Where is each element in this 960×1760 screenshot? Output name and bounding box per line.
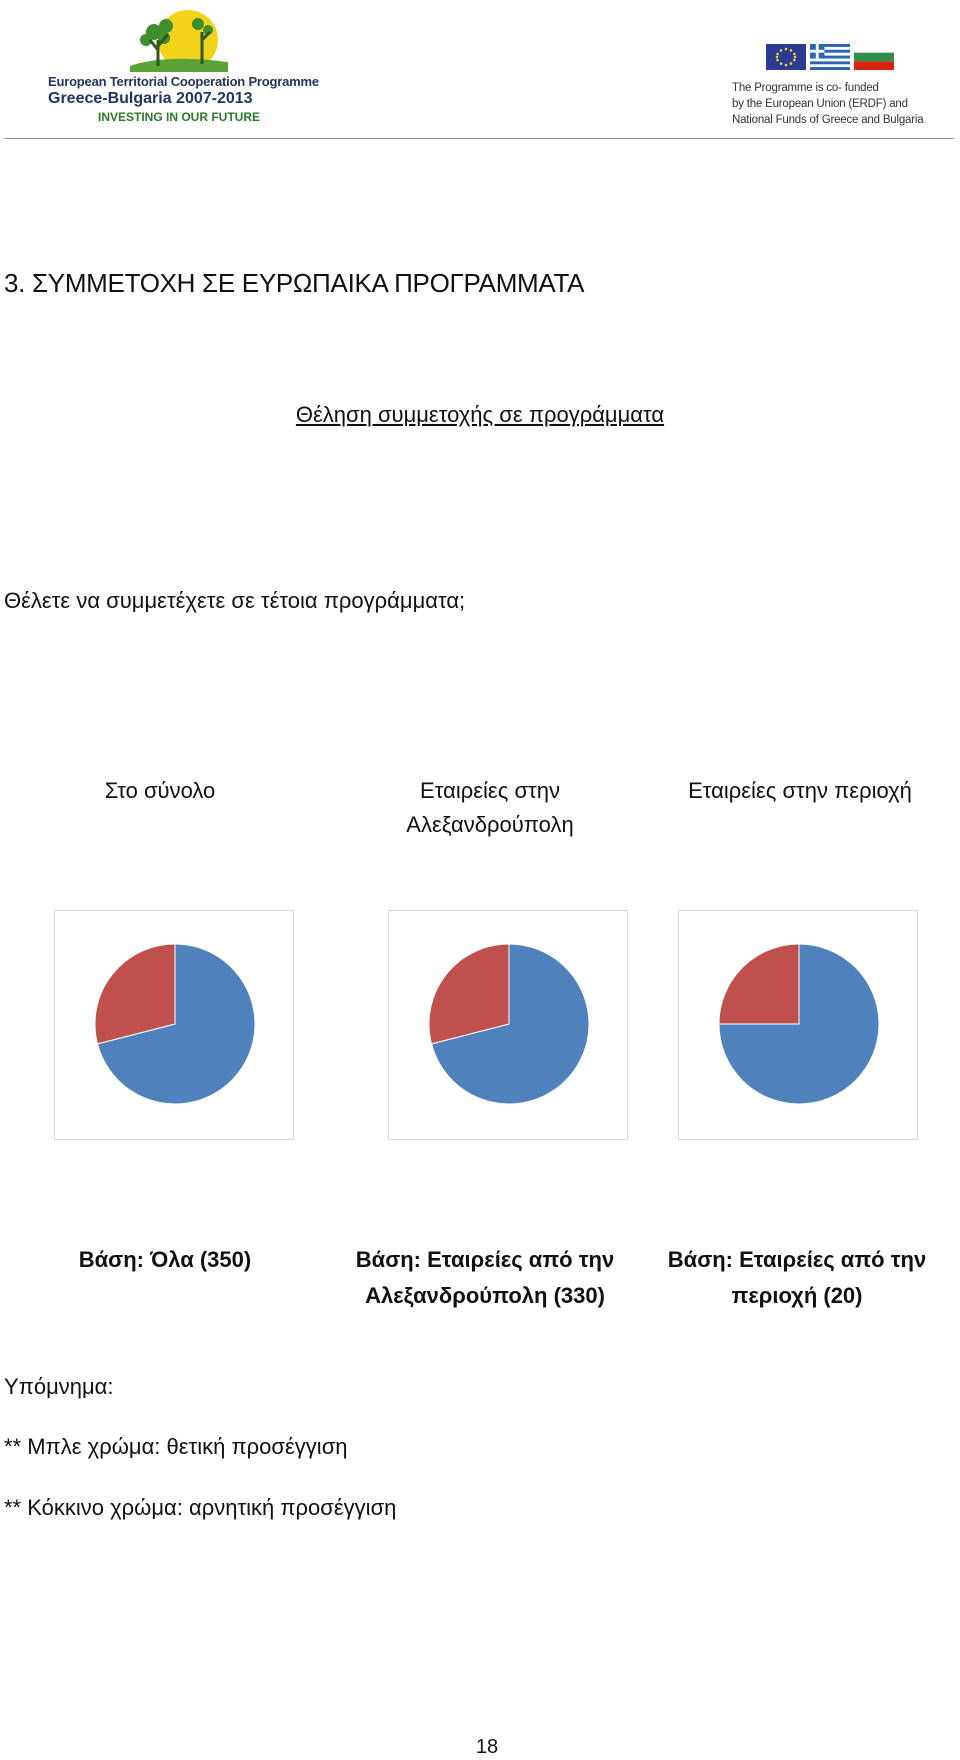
pie-slice-negative — [94, 943, 176, 1045]
base-label-line: Αλεξανδρούπολη (330) — [365, 1283, 605, 1308]
pie-chart-svg — [428, 943, 590, 1105]
base-label-line: Βάση: Εταιρείες από την — [667, 1247, 927, 1272]
page-number: 18 — [475, 1736, 499, 1758]
group-title-region: Εταιρείες στην περιοχή — [640, 774, 960, 808]
logo-programme-name: European Territorial Cooperation Program… — [48, 74, 319, 89]
eu-flag-icon — [766, 44, 806, 70]
pie-slice-negative — [718, 943, 800, 1025]
subtitle: Θέληση συμμετοχής σε προγράμματα — [295, 402, 665, 427]
pie-chart-svg — [718, 943, 880, 1105]
tree-emblem-icon — [130, 10, 228, 72]
question: Θέλετε να συμμετέχετε σε τέτοια προγράμμ… — [4, 588, 466, 613]
cofunding-line: The Programme is co- funded — [732, 82, 879, 94]
base-label-line: Βάση: Όλα (350) — [78, 1247, 252, 1272]
page-header: European Territorial Cooperation Program… — [0, 0, 960, 140]
pie-chart-svg — [94, 943, 256, 1105]
pie-chart-total — [54, 910, 294, 1140]
pie-chart-alexandroupoli — [388, 910, 628, 1140]
programme-logo: European Territorial Cooperation Program… — [48, 10, 319, 130]
section-title: 3. ΣΥΜΜΕΤΟΧΗ ΣΕ ΕΥΡΩΠΑΙΚΑ ΠΡΟΓΡΑΜΜΑΤΑ — [4, 268, 585, 298]
legend-title: Υπόμνημα: — [4, 1374, 114, 1399]
base-label-region: Βάση: Εταιρείες από την περιοχή (20) — [632, 1242, 960, 1314]
group-title-total: Στο σύνολο — [0, 774, 320, 808]
cofunding-text: The Programme is co- funded by the Europ… — [732, 80, 932, 128]
group-title-line: Εταιρείες στην περιοχή — [688, 778, 912, 803]
base-label-total: Βάση: Όλα (350) — [0, 1242, 330, 1278]
legend-item-positive: ** Μπλε χρώμα: θετική προσέγγιση — [4, 1434, 348, 1459]
pie-slice-positive — [96, 943, 256, 1105]
cofunding-line: National Funds of Greece and Bulgaria — [732, 114, 924, 126]
base-label-line: Βάση: Εταιρείες από την — [355, 1247, 615, 1272]
cofunding-line: by the European Union (ERDF) and — [732, 98, 908, 110]
base-label-line: περιοχή (20) — [731, 1283, 863, 1308]
base-label-alexandroupoli: Βάση: Εταιρείες από την Αλεξανδρούπολη (… — [320, 1242, 650, 1314]
group-title-line: Στο σύνολο — [104, 778, 216, 803]
flags — [766, 44, 894, 72]
pie-chart-region — [678, 910, 918, 1140]
group-title-line: Εταιρείες στην — [420, 778, 560, 803]
logo-slogan: INVESTING IN OUR FUTURE — [98, 110, 261, 124]
header-divider — [4, 138, 954, 139]
group-title-line: Αλεξανδρούπολη — [406, 812, 574, 837]
greek-flag-icon — [810, 44, 850, 70]
pie-slice-negative — [428, 943, 510, 1045]
pie-slice-positive — [430, 943, 590, 1105]
logo-programme-period: Greece-Bulgaria 2007-2013 — [48, 90, 253, 107]
cofunding-block: The Programme is co- funded by the Europ… — [720, 38, 940, 133]
legend-item-negative: ** Κόκκινο χρώμα: αρνητική προσέγγιση — [4, 1495, 397, 1520]
bulgarian-flag-icon — [854, 44, 894, 70]
group-title-alexandroupoli: Εταιρείες στην Αλεξανδρούπολη — [330, 774, 650, 842]
